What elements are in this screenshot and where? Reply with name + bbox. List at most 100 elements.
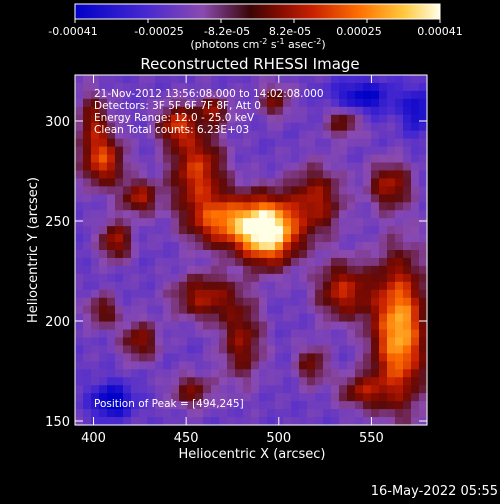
heatmap-cell xyxy=(91,162,100,172)
heatmap-cell xyxy=(355,242,364,251)
heatmap-cell xyxy=(75,250,84,259)
heatmap-cell xyxy=(91,226,100,235)
heatmap-cell xyxy=(283,361,292,370)
heatmap-cell xyxy=(291,218,300,227)
header-line-counts: Clean Total counts: 6.23E+03 xyxy=(94,124,249,136)
heatmap-cell xyxy=(339,257,348,267)
heatmap-cell xyxy=(211,218,220,227)
heatmap-cell xyxy=(299,345,308,354)
heatmap-cell xyxy=(195,130,204,140)
heatmap-cell xyxy=(171,265,180,275)
heatmap-cell xyxy=(259,265,268,275)
heatmap-cell xyxy=(99,289,108,299)
heatmap-cell xyxy=(291,289,300,299)
heatmap-cell xyxy=(315,329,324,339)
heatmap-cell xyxy=(259,178,268,187)
heatmap-cell xyxy=(251,194,260,203)
heatmap-cell xyxy=(131,401,140,410)
heatmap-cell xyxy=(139,297,148,307)
heatmap-cell xyxy=(195,289,204,299)
heatmap-cell xyxy=(275,186,284,195)
heatmap-cell xyxy=(403,361,412,370)
heatmap-cell xyxy=(179,281,188,291)
heatmap-cell xyxy=(363,313,372,323)
heatmap-cell xyxy=(235,170,244,179)
heatmap-cell xyxy=(395,194,404,203)
heatmap-cell xyxy=(243,202,252,211)
heatmap-cell xyxy=(323,417,332,426)
heatmap-cell xyxy=(163,162,172,172)
heatmap-cell xyxy=(227,337,236,347)
heatmap-cell xyxy=(363,186,372,195)
heatmap-cell xyxy=(275,289,284,299)
heatmap-cell xyxy=(307,162,316,172)
heatmap-cell xyxy=(371,250,380,259)
heatmap-cell xyxy=(315,265,324,275)
heatmap-cell xyxy=(395,337,404,347)
heatmap-cell xyxy=(187,178,196,187)
heatmap-cell xyxy=(83,265,92,275)
heatmap-cell xyxy=(419,281,428,291)
heatmap-cell xyxy=(379,305,388,315)
heatmap-cell xyxy=(139,337,148,347)
heatmap-cell xyxy=(315,257,324,267)
heatmap-cell xyxy=(139,98,148,108)
heatmap-cell xyxy=(243,321,252,331)
heatmap-cell xyxy=(315,305,324,315)
heatmap-cell xyxy=(339,234,348,243)
heatmap-cell xyxy=(155,162,164,172)
heatmap-cell xyxy=(275,305,284,315)
heatmap-cell xyxy=(251,417,260,426)
heatmap-cell xyxy=(347,313,356,323)
heatmap-cell xyxy=(395,345,404,354)
heatmap-cell xyxy=(347,90,356,100)
heatmap-cell xyxy=(227,130,236,140)
heatmap-cell xyxy=(307,401,316,410)
heatmap-cell xyxy=(347,329,356,339)
heatmap-cell xyxy=(131,353,140,362)
heatmap-cell xyxy=(419,377,428,386)
heatmap-cell xyxy=(147,289,156,299)
heatmap-cell xyxy=(379,265,388,275)
heatmap-cell xyxy=(99,82,108,92)
heatmap-cell xyxy=(139,369,148,378)
heatmap-cell xyxy=(99,361,108,370)
heatmap-cell xyxy=(123,369,132,378)
heatmap-cell xyxy=(363,369,372,378)
heatmap-cell xyxy=(219,401,228,410)
heatmap-cell xyxy=(235,82,244,92)
heatmap-cell xyxy=(339,273,348,283)
heatmap-cell xyxy=(363,194,372,203)
heatmap-cell xyxy=(83,417,92,426)
heatmap-cell xyxy=(331,369,340,378)
heatmap-cell xyxy=(347,218,356,227)
heatmap-cell xyxy=(283,297,292,307)
heatmap-cell xyxy=(363,82,372,92)
heatmap-cell xyxy=(179,162,188,172)
heatmap-cell xyxy=(219,409,228,418)
heatmap-cell xyxy=(139,250,148,259)
heatmap-cell xyxy=(299,393,308,402)
heatmap-cell xyxy=(91,401,100,410)
heatmap-cell xyxy=(275,297,284,307)
heatmap-cell xyxy=(403,75,412,84)
heatmap-cell xyxy=(267,218,276,227)
heatmap-cell xyxy=(339,297,348,307)
heatmap-cell xyxy=(211,289,220,299)
heatmap-cell xyxy=(243,257,252,267)
heatmap-cell xyxy=(347,305,356,315)
heatmap-cell xyxy=(211,242,220,251)
heatmap-cell xyxy=(419,361,428,370)
heatmap-cell xyxy=(355,409,364,418)
heatmap-cell xyxy=(307,409,316,418)
heatmap-cell xyxy=(155,257,164,267)
heatmap-cell xyxy=(251,361,260,370)
heatmap-cell xyxy=(363,385,372,394)
heatmap-cell xyxy=(155,345,164,354)
heatmap-cell xyxy=(163,377,172,386)
heatmap-cell xyxy=(371,361,380,370)
heatmap-cell xyxy=(187,154,196,164)
heatmap-cell xyxy=(107,138,116,148)
heatmap-cell xyxy=(315,98,324,108)
heatmap-cell xyxy=(227,210,236,219)
